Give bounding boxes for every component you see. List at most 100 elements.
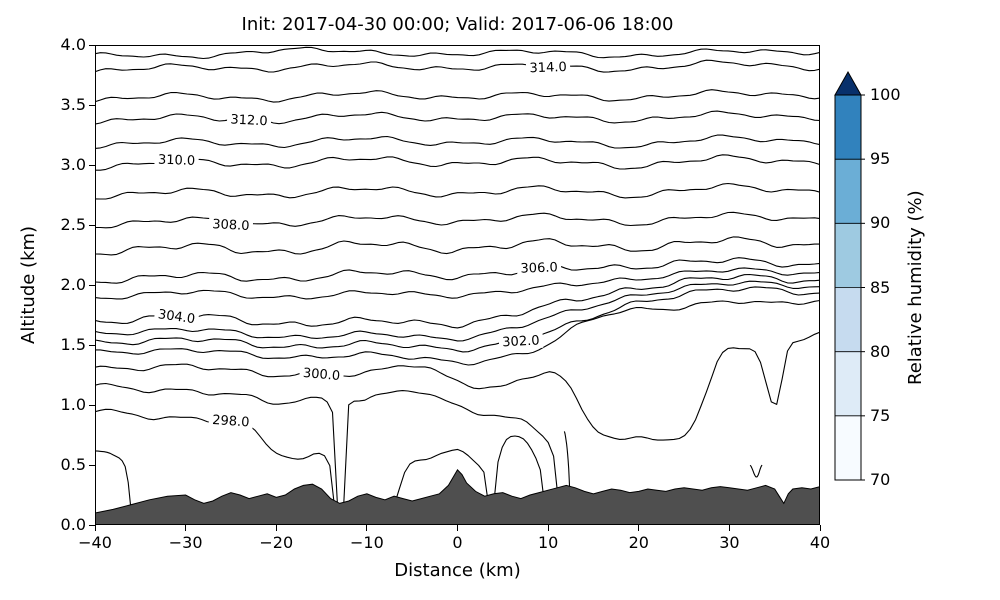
colorbar-tick-label: 95 — [870, 149, 891, 169]
y-tick-label: 3.0 — [60, 155, 86, 174]
x-tick-mark — [185, 525, 187, 531]
y-tick-mark — [89, 224, 95, 226]
contour-line-313 — [95, 89, 820, 103]
contour-line-299 — [342, 390, 560, 514]
colorbar — [834, 70, 865, 481]
contour-line-298 — [493, 435, 546, 504]
y-tick-label: 1.5 — [60, 335, 86, 354]
plot-border — [95, 45, 820, 525]
contour-line-309 — [95, 182, 820, 200]
x-tick-mark — [819, 525, 821, 531]
contour-line-308 — [95, 211, 820, 229]
x-tick-label: −30 — [168, 533, 203, 552]
contour-label-group: 302.0 — [498, 331, 544, 351]
contour-line-301 — [95, 299, 820, 366]
y-tick-mark — [89, 284, 95, 286]
x-tick-label: 0 — [452, 533, 463, 552]
y-tick-mark — [89, 164, 95, 166]
terrain — [95, 468, 820, 525]
contour-line-297 — [393, 448, 490, 510]
contour-label-group: 314.0 — [525, 58, 571, 76]
contour-line-304 — [95, 273, 820, 329]
contour-label-mask — [298, 364, 345, 384]
contour-label-group: 308.0 — [208, 215, 254, 234]
colorbar-segment — [835, 287, 861, 353]
contour-label: 302.0 — [502, 333, 540, 350]
x-tick-label: 10 — [537, 533, 559, 552]
contour-label: 304.0 — [157, 307, 196, 327]
contour-label-mask — [516, 258, 562, 277]
y-tick-mark — [89, 464, 95, 466]
contour-line-306 — [95, 257, 820, 284]
colorbar-label: Relative humidity (%) — [905, 190, 926, 385]
x-axis-label: Distance (km) — [394, 560, 521, 581]
plot-area: 314.0 312.0 310.0 308.0 306.0 304.0 302.0 300.0… — [95, 45, 820, 525]
colorbar-segment — [835, 223, 861, 289]
y-tick-label: 3.5 — [60, 95, 86, 114]
x-tick-mark — [728, 525, 730, 531]
x-tick-label: −40 — [78, 533, 112, 552]
colorbar-tick-label: 100 — [870, 85, 901, 104]
colorbar-extend-arrow — [834, 70, 862, 96]
colorbar-segment — [835, 351, 861, 417]
contour-label-mask — [208, 215, 254, 234]
contour-line-315 — [95, 46, 820, 60]
contour-line-307 — [95, 236, 820, 256]
contour-label-group: 312.0 — [226, 110, 272, 129]
y-tick-label: 1.0 — [60, 395, 86, 414]
contour-label-mask — [154, 151, 199, 169]
colorbar-segment — [835, 95, 861, 160]
contour-label: 300.0 — [302, 366, 340, 384]
x-tick-label: 40 — [809, 533, 831, 552]
contour-line-297 — [95, 450, 132, 513]
y-tick-mark — [89, 344, 95, 346]
x-tick-label: 30 — [719, 533, 740, 552]
colorbar-segment — [835, 159, 861, 224]
contour-label-mask — [525, 58, 571, 76]
y-tick-mark — [89, 524, 95, 526]
x-tick-mark — [547, 525, 549, 531]
contour-line-305 — [95, 267, 820, 300]
contour-label: 312.0 — [230, 112, 268, 129]
y-tick-mark — [89, 404, 95, 406]
colorbar-segment — [835, 415, 861, 481]
contour-label-group: 306.0 — [516, 258, 562, 277]
contour-label-group: 304.0 — [153, 305, 200, 327]
y-tick-label: 4.0 — [60, 35, 86, 54]
y-tick-mark — [89, 44, 95, 46]
colorbar-outline — [834, 94, 862, 481]
contour-label: 306.0 — [520, 260, 558, 276]
contour-line-312 — [95, 110, 820, 125]
x-tick-mark — [275, 525, 277, 531]
contour-line-298 — [749, 464, 763, 478]
contour-line-310 — [95, 154, 820, 171]
contour-label-mask — [498, 331, 544, 351]
contour-line-303 — [95, 280, 820, 342]
colorbar-tick-label: 75 — [870, 405, 891, 425]
contour-label: 298.0 — [212, 413, 250, 431]
colorbar-tick-label: 90 — [870, 213, 891, 233]
contour-line-311 — [95, 134, 820, 149]
x-tick-label: 20 — [628, 533, 649, 552]
x-tick-mark — [638, 525, 640, 531]
y-tick-label: 0.5 — [60, 455, 86, 474]
x-tick-mark — [457, 525, 458, 531]
y-tick-label: 0.0 — [60, 515, 86, 534]
x-tick-label: −20 — [259, 533, 294, 552]
contour-line-302 — [95, 286, 820, 353]
contour-line-300 — [95, 331, 820, 441]
contour-label: 308.0 — [212, 217, 250, 234]
contour-label-mask — [208, 411, 254, 431]
contour-label-group: 300.0 — [298, 364, 345, 384]
colorbar-tick-label: 85 — [870, 277, 891, 297]
contour-label: 314.0 — [529, 60, 567, 76]
contour-line-299 — [95, 382, 339, 514]
x-tick-label: −10 — [349, 533, 384, 552]
y-tick-mark — [89, 104, 95, 106]
contour-label-group: 310.0 — [154, 151, 199, 169]
contour-label: 310.0 — [158, 153, 196, 169]
contour-line-314 — [95, 59, 820, 73]
colorbar-tick-label: 70 — [870, 470, 891, 489]
y-tick-label: 2.5 — [60, 215, 86, 234]
